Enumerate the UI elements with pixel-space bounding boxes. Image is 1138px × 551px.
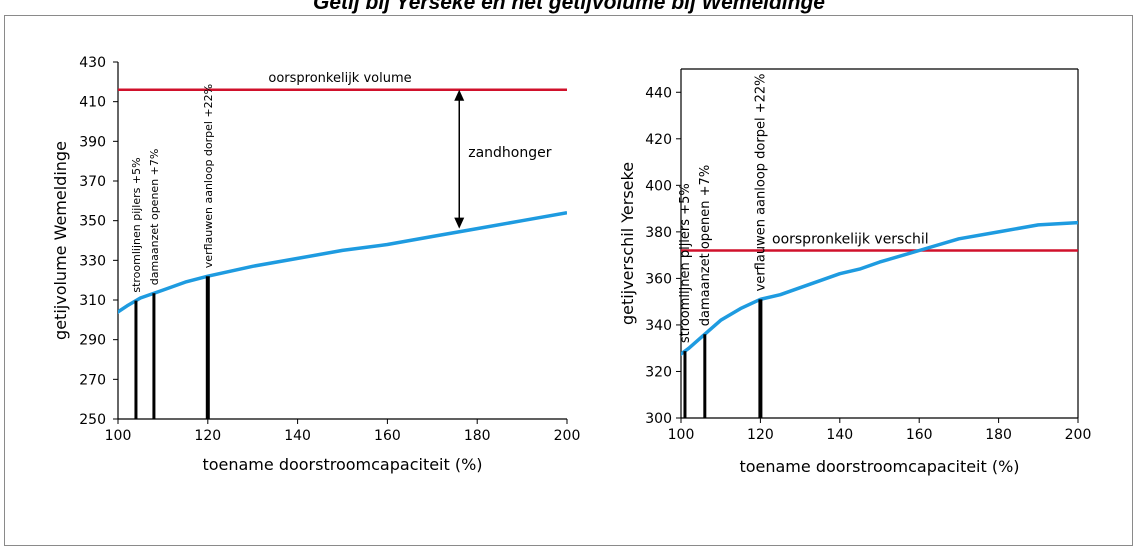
x-tick-label: 200 [554,428,581,444]
reference-line-label: oorspronkelijk verschil [772,231,929,247]
y-tick-label: 360 [645,271,672,287]
y-tick-label: 370 [79,174,106,190]
y-tick-label: 290 [79,333,106,349]
y-tick-label: 410 [79,95,106,111]
y-tick-label: 320 [645,364,672,380]
series-line [681,220,1078,357]
y-tick-label: 300 [645,411,672,427]
marker-label: stroomlijnen pijlers +5% [678,183,693,343]
figure-frame [4,15,1133,546]
x-tick-label: 120 [747,427,774,443]
y-tick-label: 400 [645,178,672,194]
y-tick-label: 440 [645,85,672,101]
zandhonger-arrow-head-top [454,89,465,101]
y-tick-label: 430 [79,55,106,71]
marker-label: stroomlijnen pijlers +5% [130,157,143,292]
x-tick-label: 160 [906,427,933,443]
x-tick-label: 200 [1065,427,1092,443]
y-axis-label: getijverschil Yerseke [618,162,637,325]
reference-line-label: oorspronkelijk volume [268,71,411,86]
page-title: Getij bij Yerseke en het getijvolume bij… [313,0,825,14]
y-tick-label: 350 [79,214,106,230]
y-tick-label: 310 [79,293,106,309]
marker-label: verflauwen aanloop dorpel +22% [202,84,215,268]
x-tick-label: 120 [194,428,221,444]
x-tick-label: 100 [105,428,132,444]
x-axis-label: toename doorstroomcapaciteit (%) [739,457,1019,476]
y-tick-label: 420 [645,132,672,148]
series-line [118,210,567,315]
x-axis-label: toename doorstroomcapaciteit (%) [202,455,482,474]
zandhonger-label: zandhonger [468,145,551,161]
y-tick-label: 270 [79,372,106,388]
marker-label: verflauwen aanloop dorpel +22% [753,73,768,291]
x-tick-label: 140 [284,428,311,444]
y-tick-label: 250 [79,412,106,428]
marker-label: damaanzet openen +7% [698,165,713,326]
x-tick-label: 100 [668,427,695,443]
y-tick-label: 390 [79,134,106,150]
x-tick-label: 160 [374,428,401,444]
y-tick-label: 340 [645,318,672,334]
x-tick-label: 180 [985,427,1012,443]
y-tick-label: 380 [645,225,672,241]
x-tick-label: 180 [464,428,491,444]
y-tick-label: 330 [79,253,106,269]
zandhonger-arrow-head-bottom [454,217,465,229]
marker-label: damaanzet openen +7% [148,149,161,286]
x-tick-label: 140 [826,427,853,443]
y-axis-label: getijvolume Wemeldinge [51,141,70,340]
